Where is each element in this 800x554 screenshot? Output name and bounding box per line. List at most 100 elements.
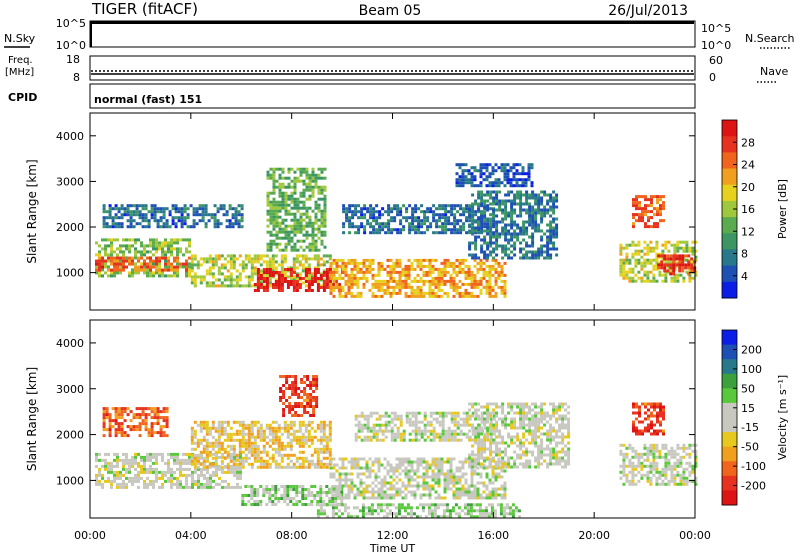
echo-cell (447, 222, 451, 226)
echo-cell (319, 494, 323, 497)
echo-cell (286, 503, 290, 506)
echo-cell (190, 453, 194, 457)
echo-cell (247, 447, 251, 451)
echo-cell (131, 458, 134, 462)
echo-cell (464, 472, 468, 476)
echo-cell (229, 447, 233, 451)
echo-cell (319, 274, 323, 277)
echo-cell (280, 266, 284, 270)
echo-cell (462, 222, 466, 226)
echo-cell (401, 481, 405, 485)
echo-cell (283, 485, 287, 488)
echo-cell (464, 282, 468, 286)
echo-cell (110, 482, 113, 486)
echo-cell (459, 213, 463, 217)
echo-cell (269, 215, 273, 219)
echo-cell (256, 289, 260, 292)
echo-cell (494, 258, 498, 262)
echo-cell (244, 503, 248, 506)
echo-cell (135, 204, 139, 208)
echo-cell (256, 432, 260, 436)
echo-cell (149, 244, 152, 248)
echo-cell (413, 496, 417, 500)
echo-cell (204, 204, 208, 208)
echo-cell (477, 228, 481, 232)
echo-cell (479, 288, 483, 292)
echo-cell (416, 475, 420, 479)
echo-cell (368, 472, 372, 476)
echo-cell (170, 265, 173, 269)
echo-cell (323, 203, 327, 207)
echo-cell (205, 450, 209, 454)
echo-cell (531, 205, 535, 209)
echo-cell (383, 475, 387, 479)
echo-cell (625, 270, 629, 274)
echo-cell (105, 428, 109, 432)
echo-cell (350, 484, 354, 488)
echo-cell (340, 488, 344, 491)
echo-cell (259, 438, 263, 442)
echo-cell (434, 282, 438, 286)
echo-cell (253, 266, 257, 270)
echo-cell (500, 270, 504, 274)
echo-cell (357, 204, 361, 208)
echo-cell (477, 220, 481, 224)
echo-cell (253, 456, 257, 460)
echo-cell (214, 456, 218, 460)
echo-cell (155, 262, 158, 266)
echo-cell (262, 277, 266, 280)
echo-cell (527, 175, 531, 179)
echo-cell (95, 473, 98, 477)
echo-cell (281, 206, 285, 210)
echo-cell (186, 225, 190, 229)
echo-cell (229, 260, 233, 264)
echo-cell (348, 204, 352, 208)
echo-cell (402, 216, 406, 220)
echo-cell (128, 464, 131, 468)
echo-cell (301, 459, 305, 463)
echo-cell (316, 453, 320, 457)
echo-cell (667, 261, 671, 265)
echo-cell (217, 450, 221, 454)
echo-cell (159, 219, 163, 223)
echo-cell (480, 199, 484, 203)
echo-cell (329, 475, 333, 479)
echo-cell (107, 244, 110, 248)
echo-cell (383, 282, 387, 286)
echo-cell (128, 238, 131, 242)
echo-cell (389, 493, 393, 497)
echo-cell (676, 279, 680, 283)
echo-cell (495, 220, 499, 224)
echo-cell (303, 381, 307, 384)
echo-cell (483, 250, 487, 254)
echo-cell (325, 274, 329, 277)
echo-cell (543, 190, 547, 194)
echo-cell (322, 263, 326, 267)
echo-cell (631, 252, 635, 256)
echo-cell (392, 484, 396, 488)
echo-cell (223, 456, 227, 460)
echo-cell (417, 228, 421, 232)
echo-cell (110, 467, 113, 471)
echo-cell (286, 456, 290, 460)
echo-cell (461, 258, 465, 262)
echo-cell (253, 289, 257, 292)
echo-cell (281, 197, 285, 201)
echo-cell (305, 221, 309, 225)
echo-cell (531, 193, 535, 197)
echo-cell (498, 220, 502, 224)
echo-cell (419, 460, 423, 464)
echo-cell (534, 226, 538, 230)
echo-cell (449, 264, 453, 268)
echo-cell (262, 444, 266, 448)
echo-cell (488, 270, 492, 274)
echo-cell (500, 487, 504, 491)
echo-cell (486, 232, 490, 236)
echo-cell (492, 241, 496, 245)
echo-cell (262, 488, 266, 491)
echo-cell (193, 453, 197, 457)
echo-cell (477, 193, 481, 197)
echo-cell (404, 270, 408, 274)
echo-cell (110, 274, 113, 278)
echo-cell (401, 273, 405, 277)
